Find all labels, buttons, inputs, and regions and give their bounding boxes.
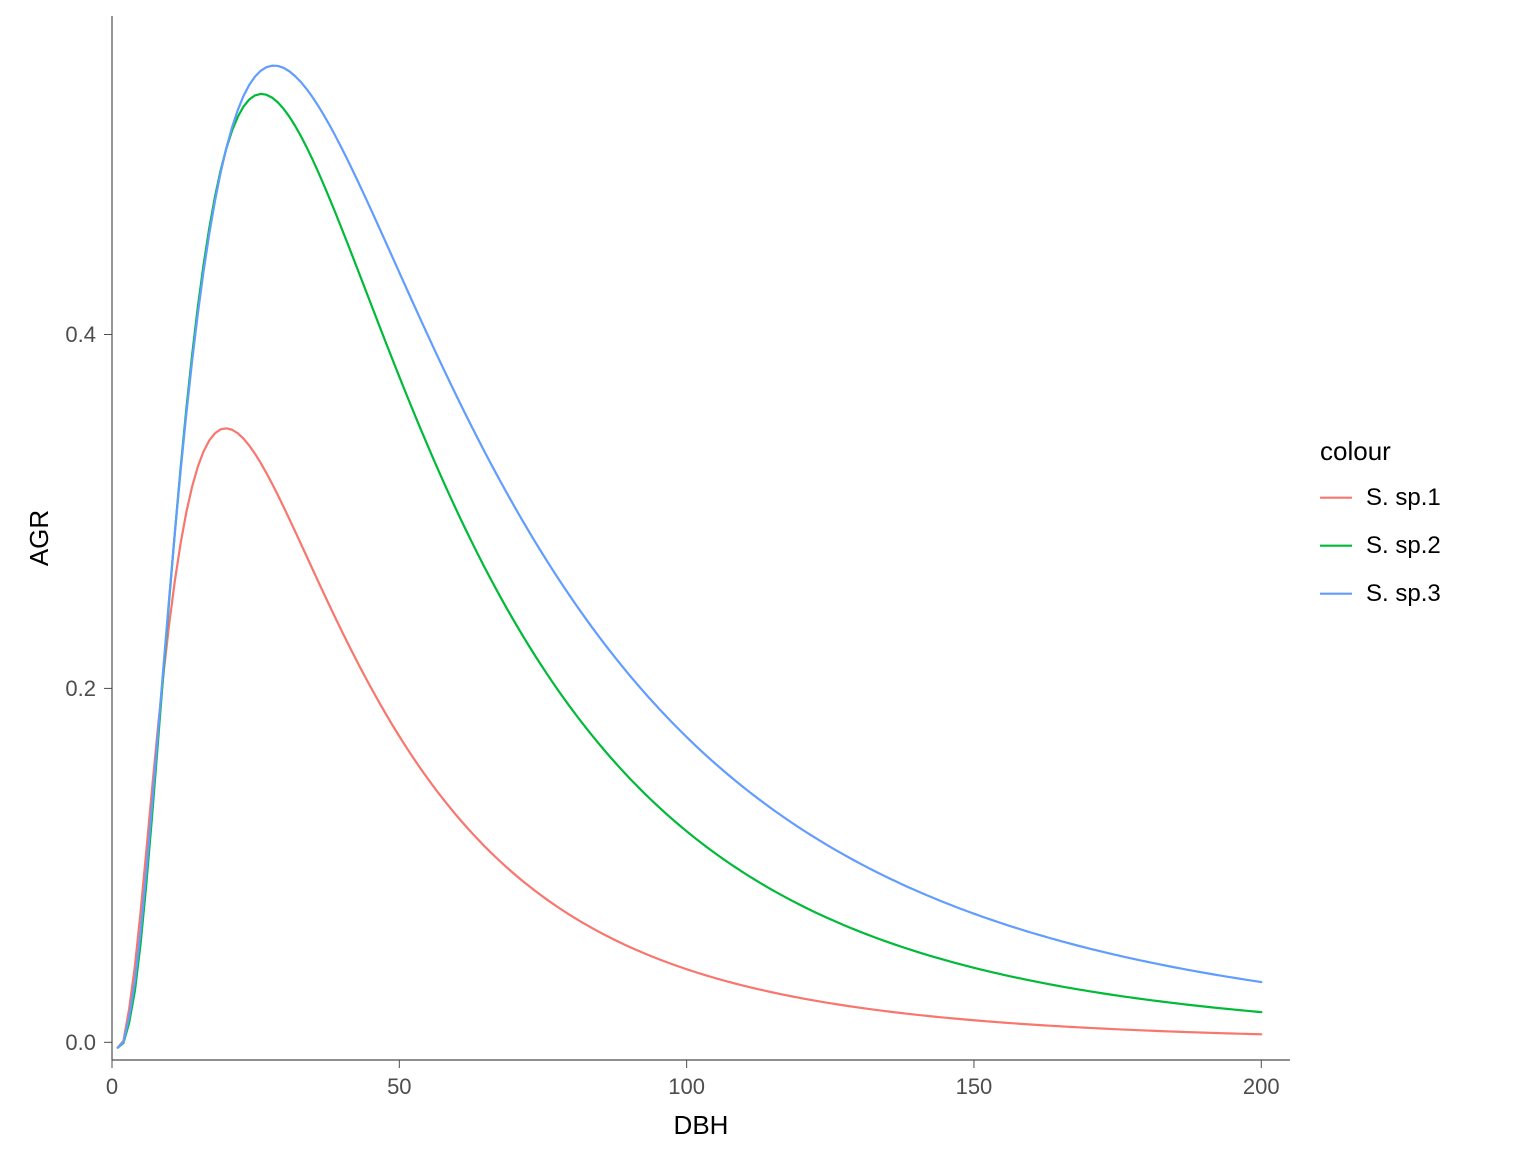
x-tick-label: 200 (1243, 1074, 1280, 1099)
x-tick-label: 50 (387, 1074, 411, 1099)
legend-label: S. sp.2 (1366, 532, 1441, 559)
agr-dbh-chart: 0 50 100 150 200 0.0 0.2 0.4 DBH AGR colour S. sp.1… (0, 0, 1536, 1152)
y-tick-label: 0.4 (65, 322, 96, 347)
x-tick-label: 150 (956, 1074, 993, 1099)
y-tick-label: 0.0 (65, 1030, 96, 1055)
legend-label: S. sp.1 (1366, 484, 1441, 511)
chart-background (0, 0, 1536, 1152)
y-axis-title: AGR (24, 510, 54, 566)
x-tick-label: 0 (106, 1074, 118, 1099)
y-tick-label: 0.2 (65, 676, 96, 701)
legend-label: S. sp.3 (1366, 580, 1441, 607)
x-axis-title: DBH (674, 1110, 729, 1140)
chart-svg: 0 50 100 150 200 0.0 0.2 0.4 DBH AGR colour S. sp.1… (0, 0, 1536, 1152)
legend-title: colour (1320, 436, 1391, 466)
x-tick-label: 100 (668, 1074, 705, 1099)
